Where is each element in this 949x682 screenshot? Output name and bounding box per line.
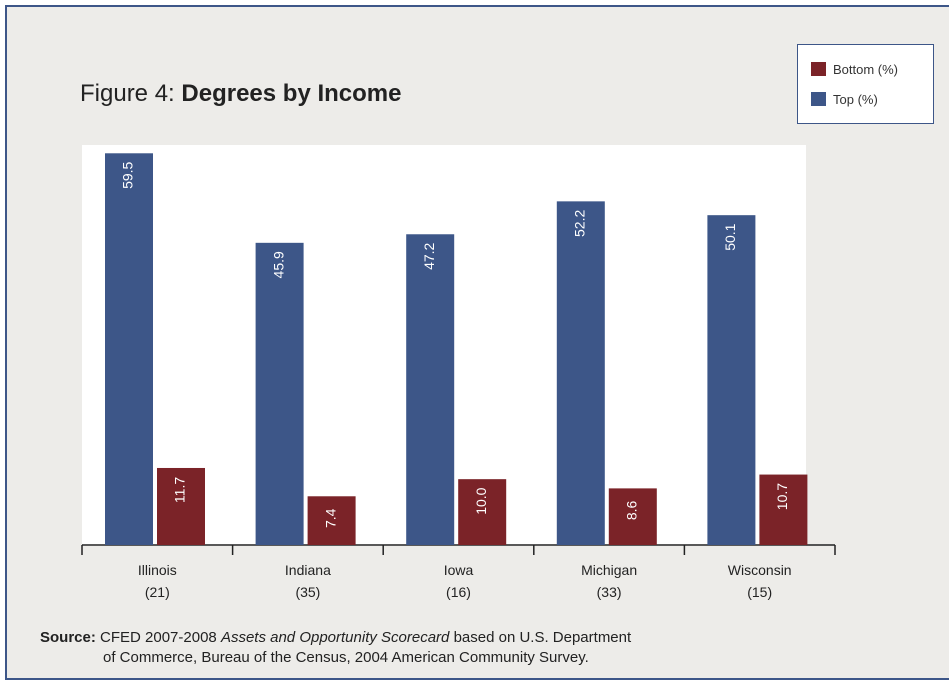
source-text-after: based on U.S. Department [453,629,632,646]
x-tick-sublabel: (21) [145,584,170,600]
bar-data-label: 11.7 [172,477,188,503]
bar-top [707,215,756,546]
bar-bottom [458,479,507,545]
bar-data-label: 10.7 [774,483,790,510]
legend: Bottom (%) Top (%) [797,44,934,124]
bar-data-label: 50.1 [722,223,738,250]
bar-bottom [759,474,808,545]
bar-data-label: 47.2 [421,242,437,269]
legend-swatch-bottom [811,62,826,76]
x-tick-label: Illinois [138,562,177,578]
legend-swatch-top [811,92,826,106]
source-text-before: CFED 2007-2008 [100,629,217,646]
figure-title: Degrees by Income [181,80,402,107]
legend-label-bottom: Bottom (%) [833,61,899,77]
bar-data-label: 10.0 [473,487,489,514]
source-line-2: of Commerce, Bureau of the Census, 2004 … [103,649,589,666]
source-note: Source: CFED 2007-2008 Assets and Opport… [40,628,840,668]
bar-top [406,234,455,545]
bar-bottom [157,467,205,545]
source-label: Source: [40,629,96,646]
x-tick-label: Wisconsin [728,562,792,578]
legend-item-bottom: Bottom (%) [811,59,898,79]
bar-top [556,201,605,545]
figure-label: Figure 4: [80,80,175,107]
bar-data-label: 7.4 [322,508,338,528]
bar-data-label: 8.6 [624,500,640,520]
bar-data-label: 59.5 [120,161,136,188]
x-tick-label: Michigan [581,562,637,578]
x-tick-label: Iowa [444,562,474,578]
legend-label-top: Top (%) [833,91,878,107]
x-tick-sublabel: (15) [747,584,772,600]
bar-bottom [608,488,657,545]
source-italic: Assets and Opportunity Scorecard [220,629,450,646]
bar-data-label: 45.9 [270,251,286,278]
chart-title: Figure 4: Degrees by Income [80,80,401,108]
x-tick-sublabel: (16) [446,584,471,600]
x-tick-sublabel: (35) [295,584,320,600]
legend-item-top: Top (%) [811,89,878,109]
bar-bottom [307,496,356,545]
x-tick-sublabel: (33) [597,584,622,600]
x-tick-label: Indiana [285,562,331,578]
bar-top [255,242,304,545]
bar-data-label: 52.2 [572,210,588,237]
bar-top [105,153,153,545]
